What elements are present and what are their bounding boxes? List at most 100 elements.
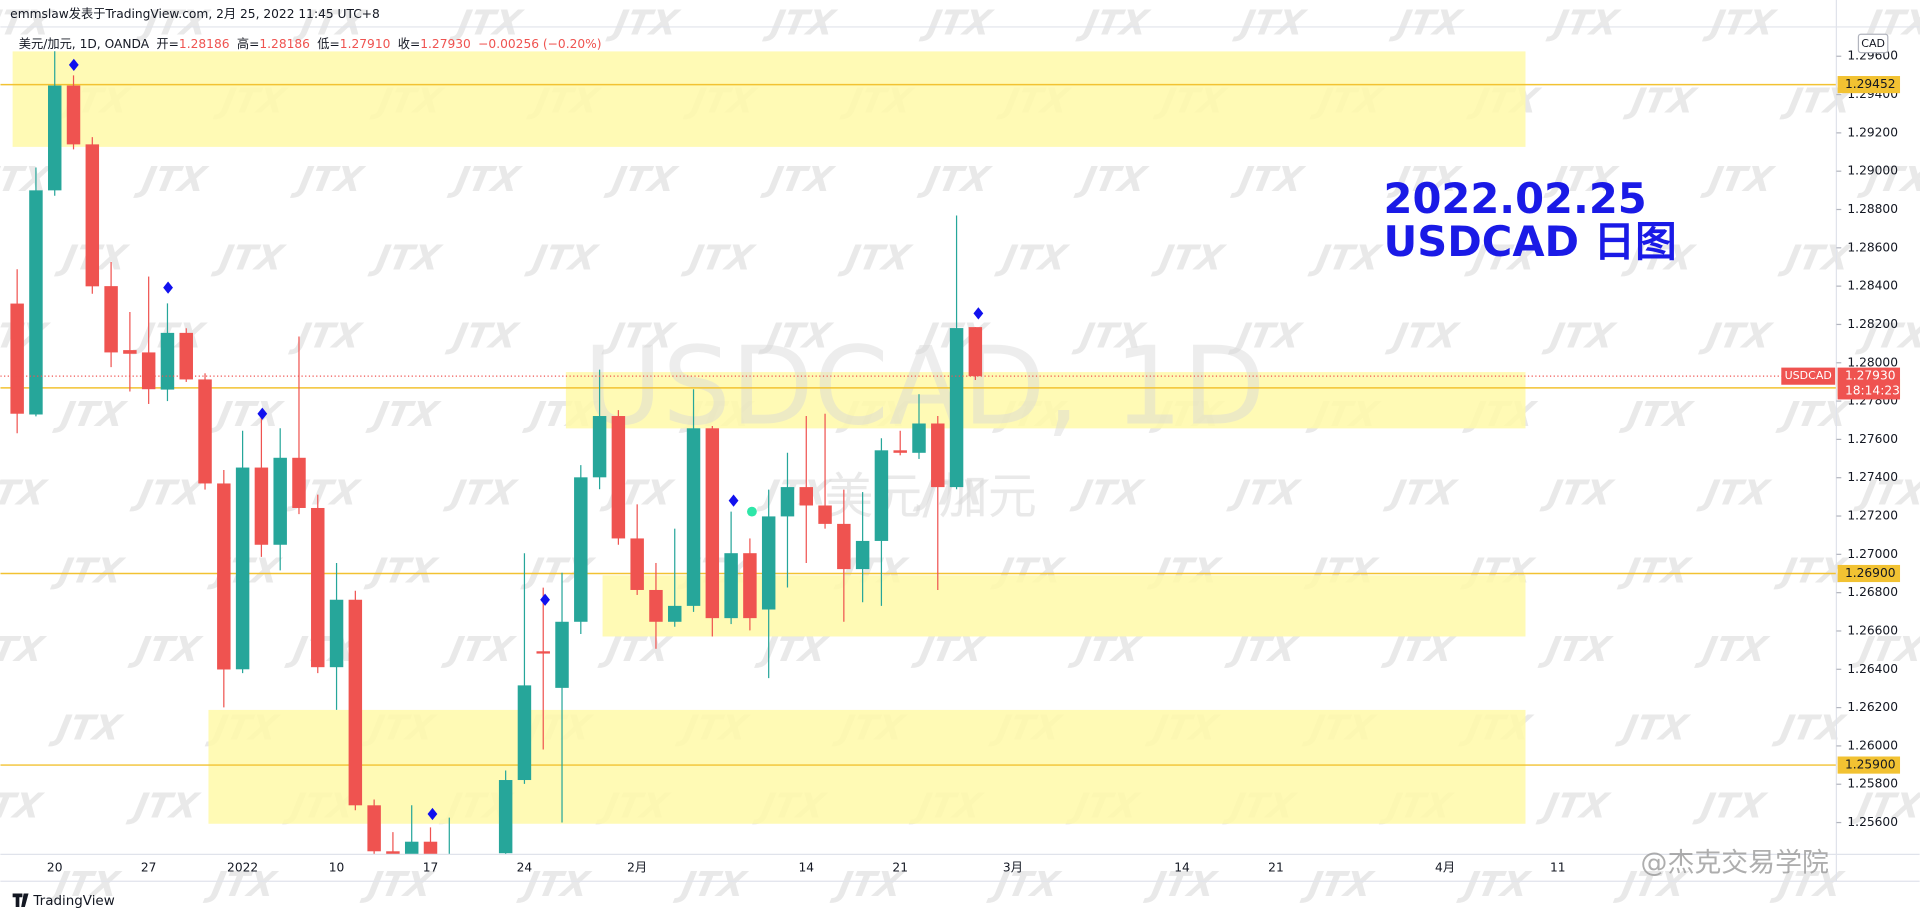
y-tick-label: 1.29000 [1847,164,1898,178]
currency-box[interactable] [1857,33,1889,54]
watermark: JTX [761,4,840,44]
watermark: JTX [910,630,989,670]
footer-logo[interactable]: TradingView [32,894,114,909]
x-tick-label: 10 [329,860,345,874]
watermark: JTX [1699,160,1778,200]
signal-marker [728,494,739,507]
symbol-label: USDCAD [1785,369,1832,382]
price-label-box [1837,76,1901,94]
y-tick-label: 1.26000 [1847,738,1898,752]
legend-label: 高= [237,36,260,51]
watermark: JTX [133,160,212,200]
zones [12,51,1526,824]
candle-body [968,327,983,377]
candle-body [85,144,100,287]
watermark: JTX [202,865,281,905]
watermark: JTX [993,239,1072,279]
candle-body [292,457,306,508]
annotation: USDCAD 日图 [1384,217,1677,266]
x-tick-label: 14 [798,860,814,874]
candle-body [66,85,81,145]
watermark: JTX [1777,239,1856,279]
watermark: JTX [129,474,208,514]
candle-body [141,352,156,390]
candle-body [29,190,43,415]
candle-body [705,428,720,619]
candle-body [329,599,344,668]
watermark: JTX [759,160,838,200]
watermark: JTX [1463,239,1542,279]
watermark: JTX [367,239,446,279]
y-tick-label: 1.27200 [1847,509,1898,523]
price-label-box [1837,756,1901,774]
last-price-box [1837,367,1901,400]
x-tick-label: 21 [1268,860,1284,874]
watermark: JTX [1622,82,1701,122]
y-tick-label: 1.28200 [1847,317,1898,331]
zone [565,372,1526,429]
watermark: JTX [1537,630,1616,670]
y-tick-label: 1.29200 [1847,125,1898,139]
watermark: JTX [985,865,1064,905]
candle-body [555,621,569,688]
watermark: JTX [1620,239,1699,279]
signal-marker [427,807,438,821]
watermark: JTX [363,552,442,592]
y-tick-label: 1.28000 [1847,355,1898,369]
x-tick-label: 27 [141,860,157,874]
watermark: JTX [1382,474,1461,514]
price-axis: 1.296001.294001.292001.290001.288001.286… [1836,49,1901,829]
watermark: JTX [1612,865,1691,905]
legend-value: 1.28186 [179,37,230,51]
watermark: JTX [210,239,289,279]
publisher: emmslaw发表于TradingView.com, 2月 25, 2022 1… [10,6,380,21]
candle-body [818,505,832,524]
watermark: JTX [1535,787,1614,827]
watermark: JTX [1384,317,1463,357]
candle-body [649,589,663,622]
last-price-label: 1.27930 [1845,369,1896,383]
watermark: JTX [1223,630,1302,670]
legend-value: 1.27910 [340,37,391,51]
watermark: JTX [1455,865,1534,905]
price-label: 1.29452 [1845,77,1896,91]
symbol-label-box [1781,367,1836,385]
watermark: JTX [291,4,370,44]
watermark: JTX [51,395,130,435]
watermark: JTX [1616,552,1695,592]
watermark: JTX [1539,474,1618,514]
x-tick-label: 24 [517,860,533,874]
candle-body [217,483,231,670]
watermark: JTX [444,317,523,357]
watermark: JTX [829,865,908,905]
y-tick-label: 1.28400 [1847,279,1898,293]
candle-body [780,487,795,517]
watermark: JTX [287,317,366,357]
watermark: JTX [597,630,676,670]
watermark: JTX [680,239,759,279]
watermark: JTX [599,474,678,514]
watermark: JTX [1541,317,1620,357]
candle-body [10,303,24,414]
watermark: JTX [1073,160,1152,200]
watermark: JTX [1142,865,1221,905]
candle-body [912,423,926,453]
candle-body [668,605,682,622]
candle-body [517,685,532,781]
legend-label: 收= [398,37,421,51]
watermark: JTX [1697,317,1776,357]
zone [208,709,1526,824]
candle-body [160,332,175,390]
y-tick-label: 1.26800 [1847,585,1898,599]
watermark: JTX [1075,4,1154,44]
candle-body [893,450,907,453]
watermark: JTX [208,395,287,435]
watermark: JTX [49,552,128,592]
watermark: JTX [1614,709,1693,749]
watermark: JTX [1771,709,1850,749]
name-watermark: 美元/加元 [824,468,1036,525]
watermark: JTX [1227,317,1306,357]
candle-body [931,423,945,488]
zone [12,51,1526,147]
x-tick-label: 3月 [1003,860,1023,874]
